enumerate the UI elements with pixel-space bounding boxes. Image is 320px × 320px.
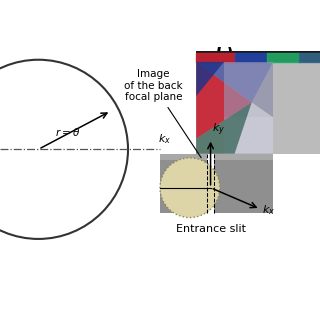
Text: b): b) — [214, 47, 234, 65]
Polygon shape — [196, 51, 320, 62]
Polygon shape — [160, 154, 273, 160]
Polygon shape — [273, 62, 320, 154]
Polygon shape — [160, 160, 273, 213]
Text: Image
of the back
focal plane: Image of the back focal plane — [124, 69, 201, 158]
Polygon shape — [196, 62, 252, 139]
Polygon shape — [196, 62, 273, 102]
Polygon shape — [235, 102, 273, 154]
Polygon shape — [196, 62, 224, 96]
Text: $k_y$: $k_y$ — [212, 121, 225, 138]
Polygon shape — [196, 102, 252, 154]
Text: $k_x$: $k_x$ — [262, 203, 276, 217]
Polygon shape — [224, 117, 273, 154]
FancyBboxPatch shape — [207, 154, 214, 213]
Circle shape — [160, 158, 220, 218]
Text: $k_x$: $k_x$ — [158, 132, 171, 146]
Polygon shape — [196, 62, 273, 154]
Polygon shape — [224, 62, 273, 117]
Text: $r = \theta$: $r = \theta$ — [55, 125, 81, 138]
Text: Entrance slit: Entrance slit — [176, 224, 245, 234]
